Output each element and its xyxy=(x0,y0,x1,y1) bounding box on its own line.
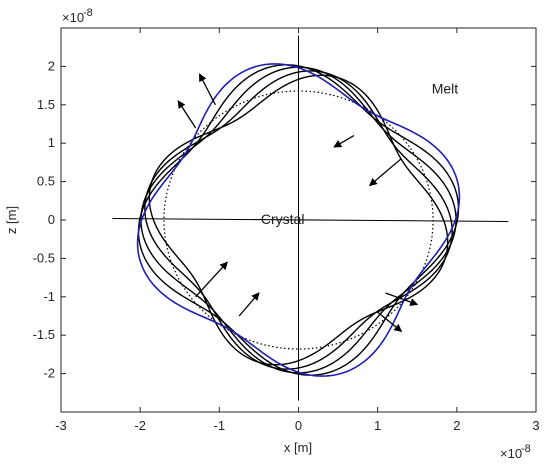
x-tick-label: -1 xyxy=(214,418,226,433)
x-tick-label: -3 xyxy=(55,418,67,433)
contour-family xyxy=(136,63,461,377)
reference-lines xyxy=(112,35,509,401)
x-tick-label: 1 xyxy=(374,418,381,433)
x-axis-ticks: -3 -2 -1 0 1 2 3 xyxy=(55,28,540,433)
annotations: Melt Crystal xyxy=(261,80,458,227)
arrow xyxy=(333,134,355,148)
y-tick-label: -0.5 xyxy=(33,250,55,265)
y-tick-label: -2 xyxy=(43,366,55,381)
x-tick-label: -2 xyxy=(134,418,146,433)
x-exponent: ×10 -8 xyxy=(500,443,531,461)
y-axis-ticks: -2 -1.5 -1 -0.5 0 0.5 1 1.5 2 xyxy=(33,58,536,381)
annotation-label: Melt xyxy=(432,80,459,96)
y-tick-label: 2 xyxy=(48,58,55,73)
contour-line xyxy=(148,74,449,366)
dotted-circle xyxy=(163,90,434,350)
y-tick-label: 0.5 xyxy=(37,174,55,189)
x-tick-label: 0 xyxy=(295,418,302,433)
y-exponent-base: ×10 xyxy=(62,10,84,25)
outer-contour-line xyxy=(136,63,461,377)
y-tick-label: -1.5 xyxy=(33,327,55,342)
arrow xyxy=(238,292,260,317)
annotation-label: Crystal xyxy=(261,211,305,227)
arrow xyxy=(368,158,402,187)
arrow xyxy=(198,73,216,106)
arrow xyxy=(177,100,197,129)
y-tick-label: -1 xyxy=(43,289,55,304)
y-tick-label: 1.5 xyxy=(37,97,55,112)
arrow xyxy=(195,261,228,298)
x-tick-label: 2 xyxy=(453,418,460,433)
y-tick-label: 0 xyxy=(48,212,55,227)
x-axis-label: x [m] xyxy=(284,440,312,455)
dotted-circle-path xyxy=(163,90,434,350)
x-exponent-power: -8 xyxy=(521,443,531,455)
x-exponent-base: ×10 xyxy=(500,446,522,461)
y-tick-label: 1 xyxy=(48,135,55,150)
y-exponent: ×10 -8 xyxy=(62,7,93,25)
arrow-group xyxy=(177,73,419,332)
y-axis-label: z [m] xyxy=(4,206,19,234)
arrow xyxy=(385,292,419,306)
horizontal-reference-line xyxy=(112,217,509,223)
x-tick-label: 3 xyxy=(532,418,539,433)
y-exponent-power: -8 xyxy=(83,7,93,19)
contour-line xyxy=(144,70,453,370)
arrow xyxy=(377,311,403,332)
